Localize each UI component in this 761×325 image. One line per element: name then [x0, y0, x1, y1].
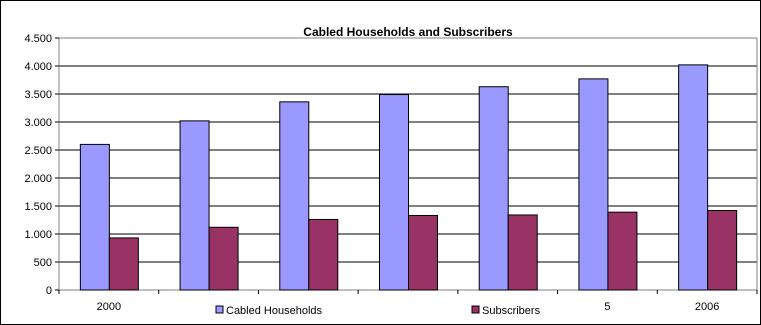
- bar-cabled-households: [79, 143, 110, 291]
- y-tick-label: 0: [46, 285, 52, 297]
- x-axis: 2000 5 2006: [58, 290, 758, 313]
- bar-cabled-households: [179, 120, 210, 291]
- legend-swatch-cabled-households: [215, 305, 224, 314]
- y-tick-label: 4.500: [24, 33, 52, 45]
- y-axis: 0 500 1.000 1.500 2.000 2.500 3.000 3.500 4.000 4…: [24, 33, 59, 297]
- chart-title: Cabled Households and Subscribers: [303, 25, 513, 39]
- bar-subscribers: [408, 215, 438, 291]
- bar-cabled-households: [478, 86, 509, 291]
- bar-subscribers: [707, 209, 738, 291]
- bar-subscribers: [208, 226, 239, 291]
- x-tick-label: 2006: [695, 301, 719, 313]
- y-tick-label: 2.000: [24, 173, 52, 185]
- legend-swatch-subscribers: [471, 305, 480, 314]
- y-tick-label: 3.500: [24, 89, 52, 101]
- y-tick-label: 2.500: [24, 145, 52, 157]
- bar-cabled-households: [379, 94, 409, 291]
- y-tick-label: 1.000: [24, 229, 52, 241]
- x-tick-label: 2000: [97, 301, 121, 313]
- bar-subscribers: [607, 211, 638, 291]
- legend: Cabled Households Subscribers: [215, 305, 541, 317]
- y-tick-label: 1.500: [24, 201, 52, 213]
- bar-subscribers: [507, 214, 538, 291]
- legend-label-subscribers: Subscribers: [482, 305, 541, 317]
- bar-subscribers: [108, 237, 139, 291]
- bar-cabled-households: [279, 101, 310, 291]
- y-tick-label: 500: [34, 257, 52, 269]
- bars: [79, 64, 738, 291]
- x-tick-label: 5: [604, 301, 610, 313]
- y-tick-label: 3.000: [24, 117, 52, 129]
- legend-label-cabled-households: Cabled Households: [226, 305, 323, 317]
- bar-subscribers: [308, 218, 339, 291]
- bar-cabled-households: [678, 64, 709, 291]
- y-tick-label: 4.000: [24, 61, 52, 73]
- bar-cabled-households: [578, 78, 609, 291]
